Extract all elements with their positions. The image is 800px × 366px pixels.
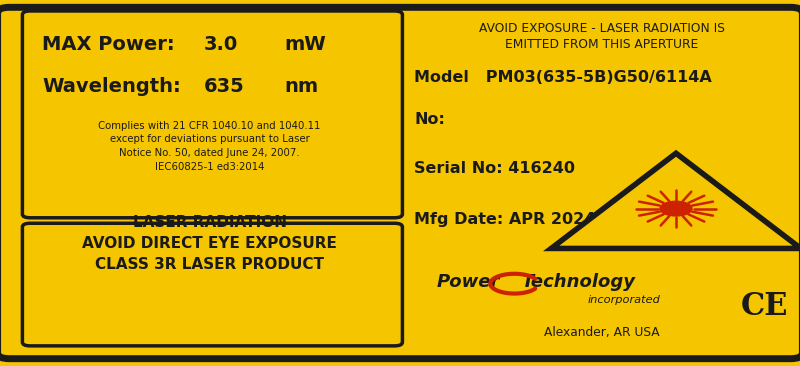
Text: Wavelength:: Wavelength: xyxy=(42,77,181,96)
Text: Model   PM03(635-5B)G50/6114A: Model PM03(635-5B)G50/6114A xyxy=(414,70,712,85)
Text: MAX Power:: MAX Power: xyxy=(42,35,175,54)
Text: Mfg Date: APR 2024: Mfg Date: APR 2024 xyxy=(414,212,596,227)
FancyBboxPatch shape xyxy=(0,7,800,359)
Text: 635: 635 xyxy=(204,77,245,96)
FancyBboxPatch shape xyxy=(22,11,402,218)
Text: nm: nm xyxy=(284,77,318,96)
Circle shape xyxy=(660,201,692,216)
Text: No:: No: xyxy=(414,112,446,127)
Text: Serial No: 416240: Serial No: 416240 xyxy=(414,161,575,176)
Text: Technology: Technology xyxy=(522,273,636,291)
Text: incorporated: incorporated xyxy=(588,295,661,305)
Text: mW: mW xyxy=(284,35,326,54)
Polygon shape xyxy=(551,153,800,249)
Text: Power: Power xyxy=(437,273,500,291)
Text: Alexander, AR USA: Alexander, AR USA xyxy=(544,326,659,339)
Text: LASER RADIATION
AVOID DIRECT EYE EXPOSURE
CLASS 3R LASER PRODUCT: LASER RADIATION AVOID DIRECT EYE EXPOSUR… xyxy=(82,215,337,272)
Text: 3.0: 3.0 xyxy=(204,35,238,54)
Text: AVOID EXPOSURE - LASER RADIATION IS
EMITTED FROM THIS APERTURE: AVOID EXPOSURE - LASER RADIATION IS EMIT… xyxy=(478,22,725,52)
Text: Complies with 21 CFR 1040.10 and 1040.11
except for deviations pursuant to Laser: Complies with 21 CFR 1040.10 and 1040.11… xyxy=(98,121,321,172)
Text: CE: CE xyxy=(740,291,788,322)
FancyBboxPatch shape xyxy=(22,223,402,346)
